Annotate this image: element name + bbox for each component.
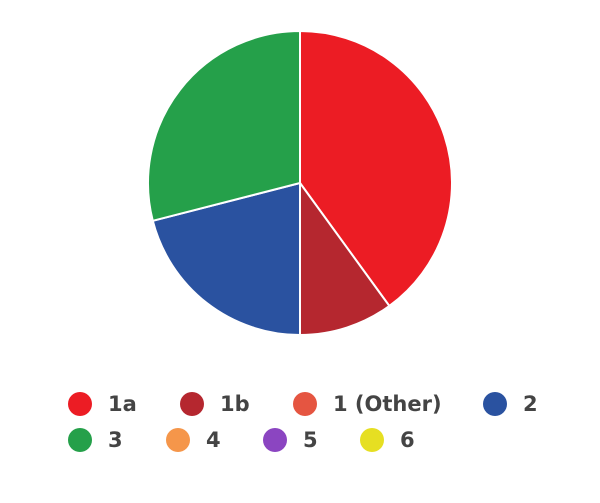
legend-item-1a[interactable]: 1a bbox=[68, 386, 137, 422]
pie-slice-1b[interactable] bbox=[299, 182, 391, 336]
legend-label: 5 bbox=[303, 428, 318, 452]
legend-label: 4 bbox=[206, 428, 221, 452]
legend-swatch bbox=[263, 428, 287, 452]
legend-item-1b[interactable]: 1b bbox=[180, 386, 250, 422]
legend-label: 1b bbox=[220, 392, 250, 416]
legend-item-1-other[interactable]: 1 (Other) bbox=[293, 386, 442, 422]
legend-item-2[interactable]: 2 bbox=[483, 386, 538, 422]
pie-slice-2[interactable] bbox=[151, 182, 301, 336]
legend-swatch bbox=[180, 392, 204, 416]
legend-swatch bbox=[68, 392, 92, 416]
legend-item-6[interactable]: 6 bbox=[360, 422, 415, 458]
legend-row-2: 3 4 5 6 bbox=[0, 422, 600, 458]
legend-label: 6 bbox=[400, 428, 415, 452]
legend-swatch bbox=[293, 392, 317, 416]
legend-label: 2 bbox=[523, 392, 538, 416]
legend-item-3[interactable]: 3 bbox=[68, 422, 123, 458]
pie-slices bbox=[147, 30, 453, 336]
legend-swatch bbox=[483, 392, 507, 416]
pie-slice-1a[interactable] bbox=[299, 30, 453, 307]
legend-swatch bbox=[360, 428, 384, 452]
legend-label: 1 (Other) bbox=[333, 392, 442, 416]
legend-item-4[interactable]: 4 bbox=[166, 422, 221, 458]
legend-swatch bbox=[68, 428, 92, 452]
legend-swatch bbox=[166, 428, 190, 452]
legend-row-1: 1a 1b 1 (Other) 2 bbox=[0, 386, 600, 422]
pie-slice-3[interactable] bbox=[147, 30, 301, 222]
legend-item-5[interactable]: 5 bbox=[263, 422, 318, 458]
legend-label: 3 bbox=[108, 428, 123, 452]
legend-label: 1a bbox=[108, 392, 137, 416]
